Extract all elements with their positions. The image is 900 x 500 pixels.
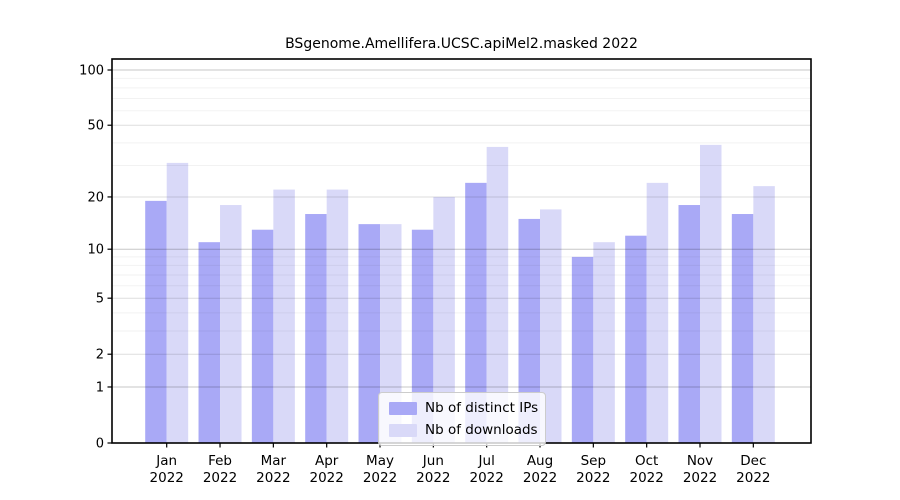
- bar-downloads-Oct: [646, 182, 669, 443]
- y-tick-label: 50: [87, 119, 104, 134]
- x-tick-label-year: 2022: [416, 470, 450, 486]
- bar-downloads-Apr: [326, 189, 349, 443]
- x-tick-label-year: 2022: [363, 470, 397, 486]
- bar-distinct-ips-Jul: [465, 182, 487, 443]
- legend-label-distinct-ips: Nb of distinct IPs: [425, 400, 539, 416]
- y-tick-label: 5: [96, 292, 104, 307]
- legend-item-distinct-ips: Nb of distinct IPs: [389, 398, 539, 418]
- bar-downloads-Jul: [486, 146, 509, 443]
- y-tick-label: 10: [87, 243, 104, 258]
- bar-downloads-Feb: [220, 205, 242, 443]
- y-tick-label: 2: [96, 348, 104, 363]
- y-tick-label: 20: [87, 190, 104, 205]
- x-tick-label-month: Feb: [208, 453, 232, 469]
- x-tick-label-year: 2022: [736, 470, 770, 486]
- bar-distinct-ips-Sep: [571, 256, 594, 443]
- legend-swatch-downloads: [389, 423, 417, 437]
- x-tick-label-year: 2022: [256, 470, 290, 486]
- legend-swatch-distinct-ips: [389, 401, 417, 415]
- x-tick-label-year: 2022: [150, 470, 184, 486]
- bar-downloads-Jan: [166, 162, 189, 443]
- x-tick-label-month: Dec: [740, 453, 766, 469]
- legend: Nb of distinct IPs Nb of downloads: [378, 392, 546, 446]
- x-tick-label-month: May: [366, 453, 394, 469]
- legend-label-downloads: Nb of downloads: [425, 422, 538, 438]
- bar-distinct-ips-Mar: [251, 229, 274, 443]
- y-tick-label: 0: [96, 437, 104, 452]
- bar-downloads-Mar: [273, 189, 295, 443]
- legend-item-downloads: Nb of downloads: [389, 420, 538, 440]
- bar-distinct-ips-May: [358, 224, 381, 443]
- bar-distinct-ips-Apr: [305, 214, 327, 443]
- x-tick-label-year: 2022: [683, 470, 717, 486]
- x-tick-label-month: Oct: [635, 453, 658, 469]
- bar-downloads-Aug: [540, 209, 562, 443]
- bar-downloads-May: [380, 224, 402, 443]
- bar-distinct-ips-Nov: [678, 205, 700, 443]
- x-tick-label-month: Mar: [261, 453, 287, 469]
- x-tick-label-month: Apr: [315, 453, 339, 469]
- x-tick-label-year: 2022: [470, 470, 504, 486]
- x-tick-label-month: Nov: [687, 453, 713, 469]
- x-tick-label-month: Jun: [422, 453, 444, 469]
- bar-distinct-ips-Jun: [411, 229, 434, 443]
- bar-downloads-Nov: [700, 144, 722, 444]
- x-tick-label-year: 2022: [523, 470, 557, 486]
- y-tick-label: 100: [79, 64, 104, 79]
- x-tick-label-year: 2022: [203, 470, 237, 486]
- bar-distinct-ips-Oct: [625, 235, 647, 443]
- x-tick-label-month: Jul: [478, 453, 495, 469]
- bar-downloads-Dec: [753, 186, 775, 443]
- bar-distinct-ips-Jan: [145, 200, 167, 443]
- bar-downloads-Sep: [593, 242, 615, 443]
- x-tick-label-year: 2022: [310, 470, 344, 486]
- bar-distinct-ips-Aug: [518, 218, 541, 443]
- bar-downloads-Jun: [433, 196, 455, 443]
- x-tick-label-month: Aug: [527, 453, 553, 469]
- x-tick-label-month: Sep: [581, 453, 606, 469]
- x-tick-label-year: 2022: [629, 470, 663, 486]
- bar-distinct-ips-Dec: [731, 214, 754, 443]
- x-tick-label-year: 2022: [576, 470, 610, 486]
- x-tick-label-month: Jan: [155, 453, 177, 469]
- y-tick-label: 1: [96, 380, 104, 395]
- chart-title: BSgenome.Amellifera.UCSC.apiMel2.masked …: [285, 36, 638, 52]
- bar-distinct-ips-Feb: [198, 242, 221, 443]
